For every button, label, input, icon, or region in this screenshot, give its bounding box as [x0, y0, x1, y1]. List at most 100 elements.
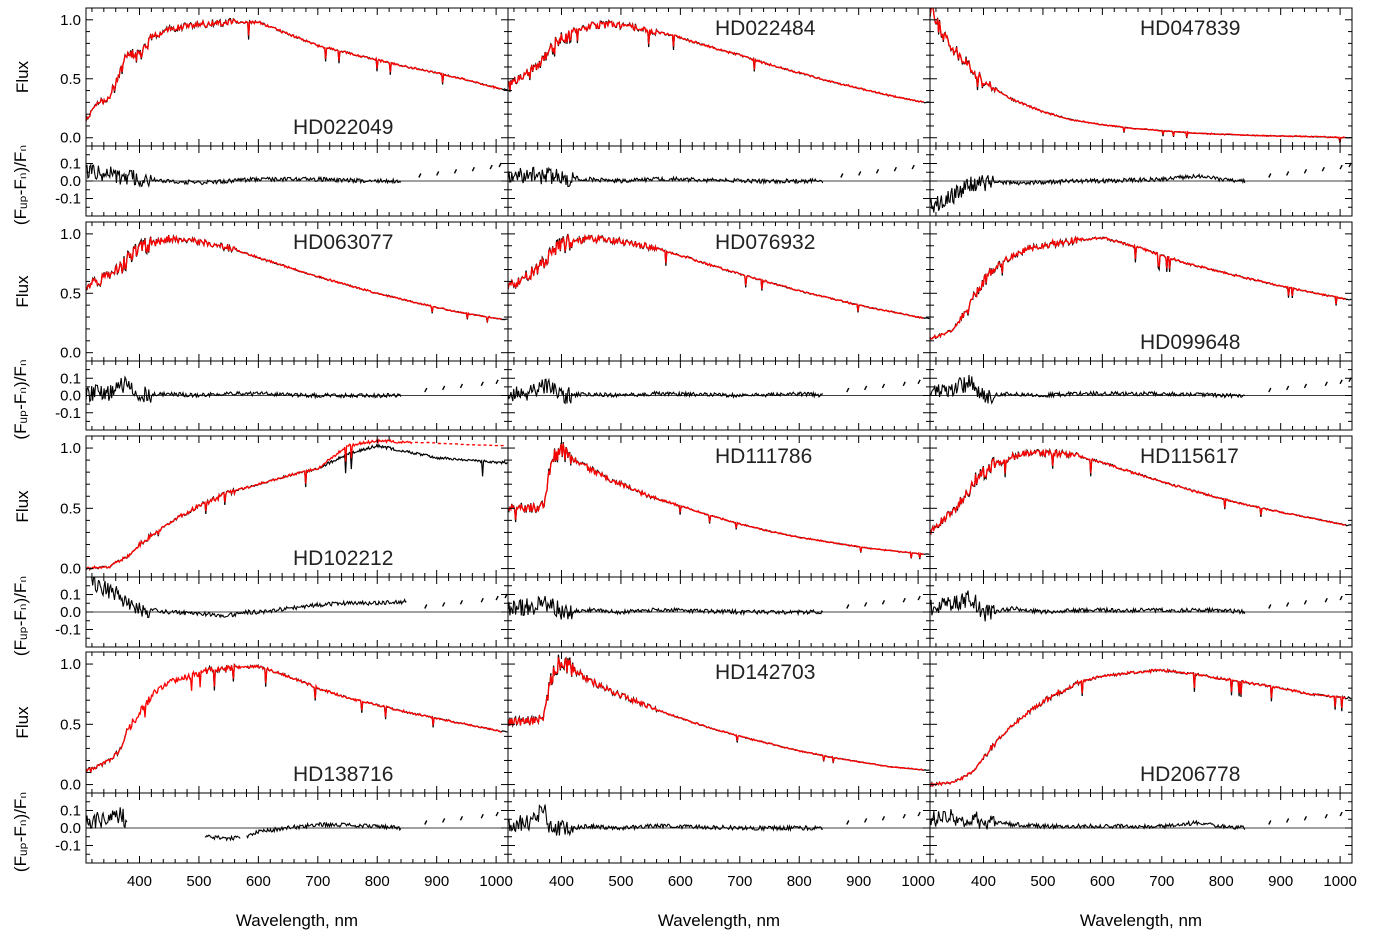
x-tick-label: 600 — [1090, 873, 1115, 890]
star-label-hd063077: HD063077 — [293, 231, 393, 254]
residual-sparse-mark — [902, 813, 906, 819]
residual-sparse-mark — [893, 166, 897, 172]
residual-sparse-mark — [495, 379, 499, 385]
model-spectrum-line — [930, 668, 1347, 788]
residual-sparse-mark — [863, 385, 868, 391]
residual-axis-label: (Fᵤₚ-Fₙ)/Fₙ — [11, 359, 30, 439]
x-tick-label: 900 — [424, 873, 449, 890]
residual-sparse-mark — [863, 602, 868, 607]
x-tick-label: 500 — [186, 873, 211, 890]
star-label-hd206778: HD206778 — [1140, 763, 1240, 786]
flux-tick-label: 0.0 — [60, 777, 81, 794]
x-tick-label: 1000 — [901, 873, 934, 890]
panel-hd063077: HD0630770.00.51.00.10.0-0.1Flux(Fᵤₚ-Fₙ)/… — [11, 221, 509, 440]
x-tick-label: 900 — [846, 873, 871, 890]
residual-line — [86, 576, 407, 619]
residual-sparse-mark — [1303, 599, 1308, 605]
flux-tick-label: 1.0 — [60, 656, 81, 673]
residual-sparse-mark — [424, 820, 428, 825]
model-spectrum-line — [930, 448, 1346, 536]
residual-sparse-mark — [902, 597, 906, 603]
residual-sparse-mark — [863, 818, 868, 823]
residual-axis-label: (Fᵤₚ-Fₙ)/Fₙ — [11, 145, 30, 225]
residual-sparse-mark — [846, 387, 850, 393]
x-tick-label: 400 — [127, 873, 152, 890]
residual-sparse-mark — [1285, 171, 1290, 176]
panel-hd022049: HD0220490.00.51.00.10.0-0.1Flux(Fᵤₚ-Fₙ)/… — [11, 7, 509, 225]
residual-line — [86, 163, 402, 188]
residual-sparse-mark — [902, 381, 906, 387]
residual-sparse-mark — [1268, 604, 1272, 609]
residual-line — [86, 807, 402, 842]
residual-sparse-mark — [881, 599, 886, 605]
residual-sparse-mark — [1303, 383, 1308, 389]
residual-sparse-mark — [840, 173, 844, 178]
model-spectrum-line — [930, 8, 1346, 143]
flux-tick-label: 0.0 — [60, 130, 81, 147]
residual-tick-label: 0.1 — [60, 156, 81, 173]
residual-sparse-mark — [1339, 379, 1343, 385]
residual-sparse-mark — [424, 387, 428, 393]
panel-hd022484: HD022484 — [507, 7, 931, 217]
star-label-hd102212: HD102212 — [293, 547, 393, 570]
residual-sparse-mark — [495, 595, 499, 601]
model-spectrum-line — [86, 438, 413, 571]
panel-hd206778: HD206778 400 500 600 700 800 900 1000 Wavelength… — [929, 651, 1357, 930]
flux-tick-label: 1.0 — [60, 226, 81, 243]
residual-sparse-mark — [917, 379, 921, 385]
x-tick-label: 1000 — [1323, 873, 1356, 890]
panel-hd076932: HD076932 — [507, 221, 931, 431]
residual-sparse-mark — [498, 162, 502, 168]
residual-sparse-mark — [1268, 387, 1272, 393]
star-label-hd115617: HD115617 — [1140, 445, 1239, 468]
x-tick-label: 600 — [246, 873, 271, 890]
star-label-hd022484: HD022484 — [715, 17, 816, 40]
residual-sparse-mark — [1285, 602, 1290, 607]
residual-sparse-mark — [917, 595, 921, 601]
residual-line — [930, 374, 1246, 405]
residual-sparse-mark — [471, 166, 475, 172]
x-tick-label: 500 — [1030, 873, 1055, 890]
residual-tick-label: 0.0 — [60, 604, 81, 621]
residual-sparse-mark — [881, 815, 886, 821]
panel-hd115617: HD115617 — [929, 435, 1353, 648]
residual-sparse-mark — [846, 604, 850, 609]
residual-sparse-mark — [480, 381, 484, 387]
residual-sparse-mark — [453, 168, 458, 174]
residual-sparse-mark — [424, 604, 428, 609]
residual-tick-label: 0.0 — [60, 173, 81, 190]
residual-sparse-mark — [1303, 168, 1308, 174]
residual-sparse-mark — [911, 164, 915, 170]
residual-sparse-mark — [480, 813, 484, 819]
residual-line — [930, 172, 1246, 213]
x-axis-label: Wavelength, nm — [1080, 911, 1202, 930]
residual-tick-label: 0.0 — [60, 388, 81, 405]
residual-sparse-mark — [1324, 381, 1328, 387]
x-axis-label: Wavelength, nm — [658, 911, 780, 930]
x-tick-label: 800 — [787, 873, 812, 890]
model-spectrum-line — [86, 17, 502, 122]
residual-sparse-mark — [1321, 166, 1325, 172]
residual-tick-label: -0.1 — [55, 622, 81, 639]
residual-line — [86, 375, 402, 403]
x-tick-label: 700 — [1149, 873, 1174, 890]
star-label-hd022049: HD022049 — [293, 116, 393, 139]
residual-line — [930, 809, 1246, 830]
residual-sparse-mark — [480, 597, 484, 603]
residual-sparse-mark — [1303, 815, 1308, 821]
residual-sparse-mark — [1285, 385, 1290, 391]
residual-tick-label: 0.1 — [60, 587, 81, 604]
x-tick-label: 800 — [365, 873, 390, 890]
flux-axis-label: Flux — [13, 275, 32, 308]
x-axis-label: Wavelength, nm — [236, 911, 358, 930]
residual-line — [508, 595, 824, 620]
residual-sparse-mark — [1324, 597, 1328, 603]
residual-tick-label: -0.1 — [55, 191, 81, 208]
residual-tick-label: -0.1 — [55, 838, 81, 855]
star-label-hd076932: HD076932 — [715, 231, 815, 254]
model-spectrum-line — [508, 19, 924, 103]
panel-hd102212: HD1022120.00.51.00.10.0-0.1Flux(Fᵤₚ-Fₙ)/… — [11, 435, 509, 656]
star-label-hd111786: HD111786 — [715, 445, 812, 468]
flux-axis-label: Flux — [13, 490, 32, 523]
residual-line — [508, 166, 824, 188]
